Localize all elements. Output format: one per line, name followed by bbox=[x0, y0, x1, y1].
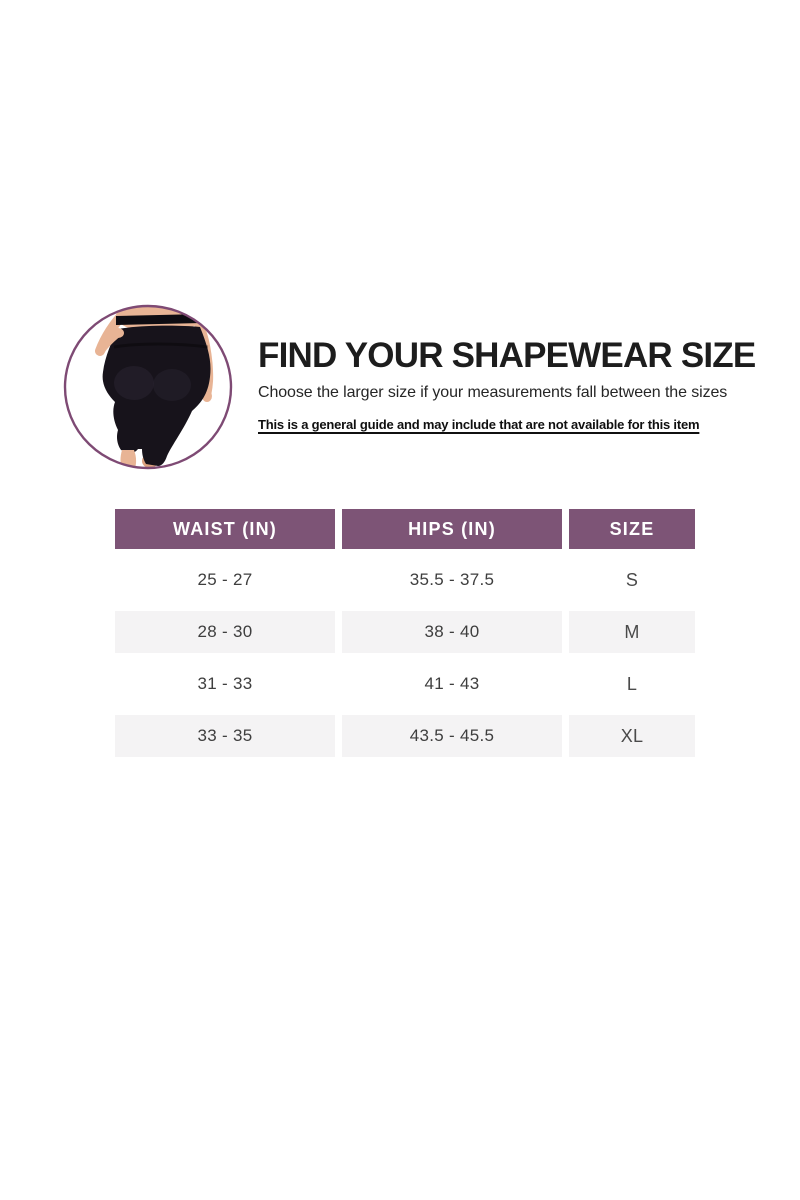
size-guide-note: This is a general guide and may include … bbox=[258, 416, 700, 432]
size-cell: S bbox=[569, 559, 695, 601]
bra-band bbox=[116, 314, 202, 325]
waist-cell: 25 - 27 bbox=[115, 559, 335, 601]
column-header-size: SIZE bbox=[569, 509, 695, 549]
size-guide-header: FIND YOUR SHAPEWEAR SIZE Choose the larg… bbox=[258, 336, 756, 432]
hips-cell: 43.5 - 45.5 bbox=[342, 715, 562, 757]
hips-cell: 38 - 40 bbox=[342, 611, 562, 653]
circle-border bbox=[63, 304, 233, 470]
hips-cell: 41 - 43 bbox=[342, 663, 562, 705]
size-cell: L bbox=[569, 663, 695, 705]
size-guide-subtitle: Choose the larger size if your measureme… bbox=[258, 383, 728, 401]
waist-cell: 28 - 30 bbox=[115, 611, 335, 653]
shapewear-model-image bbox=[62, 303, 234, 471]
shapewear-model-back-view-illustration bbox=[63, 304, 233, 470]
page-title: FIND YOUR SHAPEWEAR SIZE bbox=[258, 336, 756, 375]
size-cell: M bbox=[569, 611, 695, 653]
size-cell: XL bbox=[569, 715, 695, 757]
column-header-waist: WAIST (IN) bbox=[115, 509, 335, 549]
shapewear-garment bbox=[102, 325, 211, 466]
size-chart-table: WAIST (IN) HIPS (IN) SIZE 25 - 27 35.5 -… bbox=[115, 509, 695, 757]
column-header-hips: HIPS (IN) bbox=[342, 509, 562, 549]
hips-cell: 35.5 - 37.5 bbox=[342, 559, 562, 601]
waist-cell: 33 - 35 bbox=[115, 715, 335, 757]
waist-cell: 31 - 33 bbox=[115, 663, 335, 705]
